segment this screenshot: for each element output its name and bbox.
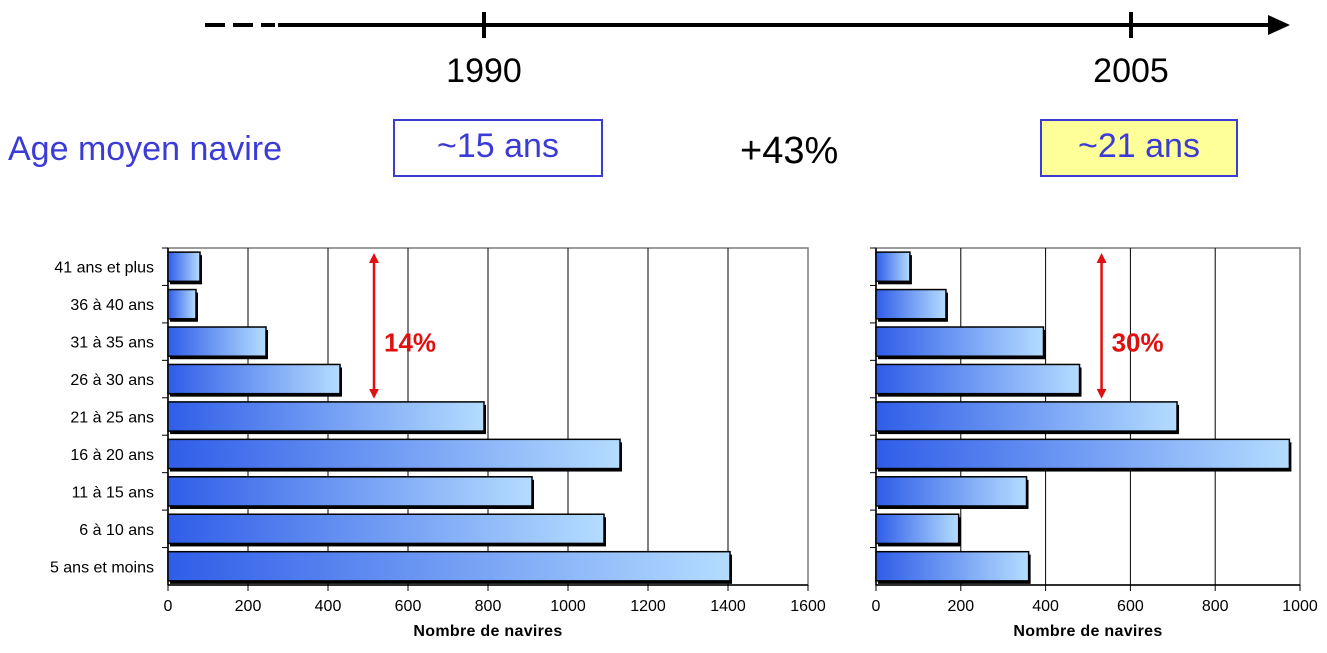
category-label: 5 ans et moins [50, 559, 154, 576]
age-1990-box: ~15 ans [393, 119, 603, 177]
bar [875, 288, 947, 320]
x-axis-title: Nombre de navires [413, 623, 562, 640]
timeline-arrowhead [1268, 15, 1290, 35]
bar [167, 326, 267, 357]
average-age-label: Age moyen navire [8, 130, 283, 168]
age-change-percent: +43% [740, 130, 839, 172]
bar [167, 251, 201, 283]
x-tick-label: 0 [872, 598, 881, 615]
category-label: 11 à 15 ans [72, 484, 154, 501]
category-label: 31 à 35 ans [70, 335, 154, 352]
category-label: 36 à 40 ans [70, 297, 154, 314]
bar [875, 401, 1178, 432]
annotation-label: 14% [384, 328, 436, 358]
bar [167, 288, 197, 320]
bar [167, 476, 533, 507]
x-tick-label: 800 [475, 598, 502, 615]
bar [167, 513, 605, 545]
category-label: 26 à 30 ans [70, 372, 154, 389]
bar [875, 513, 960, 545]
timeline: 1990 2005 [205, 12, 1290, 90]
x-tick-label: 1000 [550, 598, 586, 615]
bar [167, 363, 341, 395]
bar [875, 251, 911, 283]
x-tick-label: 0 [164, 598, 173, 615]
bar [875, 438, 1291, 470]
x-tick-label: 400 [315, 598, 342, 615]
x-tick-label: 800 [1202, 598, 1229, 615]
x-tick-label: 600 [1117, 598, 1144, 615]
x-tick-label: 600 [395, 598, 422, 615]
x-axis-title: Nombre de navires [1013, 623, 1162, 640]
category-label: 41 ans et plus [54, 260, 154, 277]
year-1990-label: 1990 [446, 52, 522, 90]
x-tick-label: 1200 [630, 598, 666, 615]
annotation-label: 30% [1112, 328, 1164, 358]
bar [167, 438, 621, 470]
bar [875, 363, 1081, 395]
x-tick-label: 1600 [790, 598, 826, 615]
x-tick-label: 200 [235, 598, 262, 615]
category-label: 6 à 10 ans [79, 522, 154, 539]
age-2005-box: ~21 ans [1040, 119, 1238, 177]
bar [875, 476, 1028, 507]
bar [875, 550, 1030, 582]
x-tick-label: 400 [1032, 598, 1059, 615]
bar [167, 401, 485, 432]
category-label: 16 à 20 ans [70, 447, 154, 464]
chart-2005: 0 200 400 600 800 1000 Nombre de navires 30% [870, 247, 1318, 640]
year-2005-label: 2005 [1093, 52, 1169, 90]
chart-1990: 0 200 400 600 800 1000 1200 1400 1600 41 ans et p… [50, 247, 826, 640]
x-tick-label: 200 [947, 598, 974, 615]
bar [167, 550, 731, 582]
bar [875, 326, 1045, 357]
x-tick-label: 1000 [1282, 598, 1318, 615]
category-label: 21 à 25 ans [70, 410, 154, 427]
x-tick-label: 1400 [710, 598, 746, 615]
